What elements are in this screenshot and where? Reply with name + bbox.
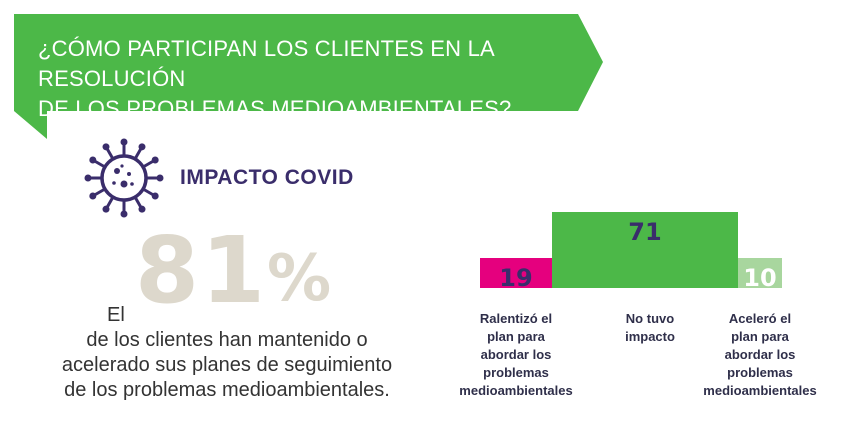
bar-1 <box>480 258 552 288</box>
description-line2: acelerado sus planes de seguimiento <box>61 354 393 376</box>
category-label-line: plan para <box>487 329 545 344</box>
category-label-line: medioambientales <box>459 383 573 398</box>
impact-bar-chart: 19 71 10 Ralentizó el plan para abordar los p… <box>459 205 840 405</box>
percent-sign: % <box>267 242 334 316</box>
description-line1: de los clientes han mantenido o <box>86 329 368 351</box>
bar-value-label-2: 71 <box>628 218 661 246</box>
category-label-line: problemas <box>727 365 793 380</box>
bar-3 <box>738 258 782 288</box>
category-label-3: Aceleró el plan para abordar los problemas m… <box>690 310 830 400</box>
description-line3: de los problemas medioambientales. <box>64 379 390 401</box>
banner-title-line2: DE LOS PROBLEMAS MEDIOAMBIENTALES? <box>38 96 512 121</box>
category-label-line: Aceleró el <box>728 311 792 326</box>
category-label-line: No tuvo <box>625 311 675 326</box>
category-label-2: No tuvo impacto <box>580 310 720 346</box>
category-label-1: Ralentizó el plan para abordar los problema… <box>446 310 586 400</box>
title-banner: ¿CÓMO PARTICIPAN LOS CLIENTES EN LA RESO… <box>0 0 847 140</box>
banner-shape <box>14 14 603 139</box>
big-percentage: 81% <box>135 225 333 317</box>
covid-impact-title: IMPACTO COVID <box>180 166 354 189</box>
category-label-line: impacto <box>625 329 675 344</box>
category-label-line: Ralentizó el <box>479 311 553 326</box>
category-label-line: medioambientales <box>703 383 817 398</box>
category-label-line: plan para <box>731 329 789 344</box>
banner-title-line1: ¿CÓMO PARTICIPAN LOS CLIENTES EN LA RESO… <box>38 36 494 91</box>
banner-title: ¿CÓMO PARTICIPAN LOS CLIENTES EN LA RESO… <box>38 34 598 124</box>
chart-canvas: 19 71 10 <box>480 212 782 292</box>
percentage-prefix: El <box>107 304 125 326</box>
bar-2 <box>552 212 738 288</box>
virus-icon <box>84 138 164 218</box>
bar-value-label-3: 10 <box>743 264 776 292</box>
highlight-description: de los clientes han mantenido o acelerad… <box>27 328 427 403</box>
category-label-line: abordar los <box>724 347 796 362</box>
category-label-line: problemas <box>483 365 549 380</box>
category-label-line: abordar los <box>480 347 552 362</box>
bar-value-label-1: 19 <box>499 264 532 292</box>
percentage-number: 81 <box>135 217 268 324</box>
